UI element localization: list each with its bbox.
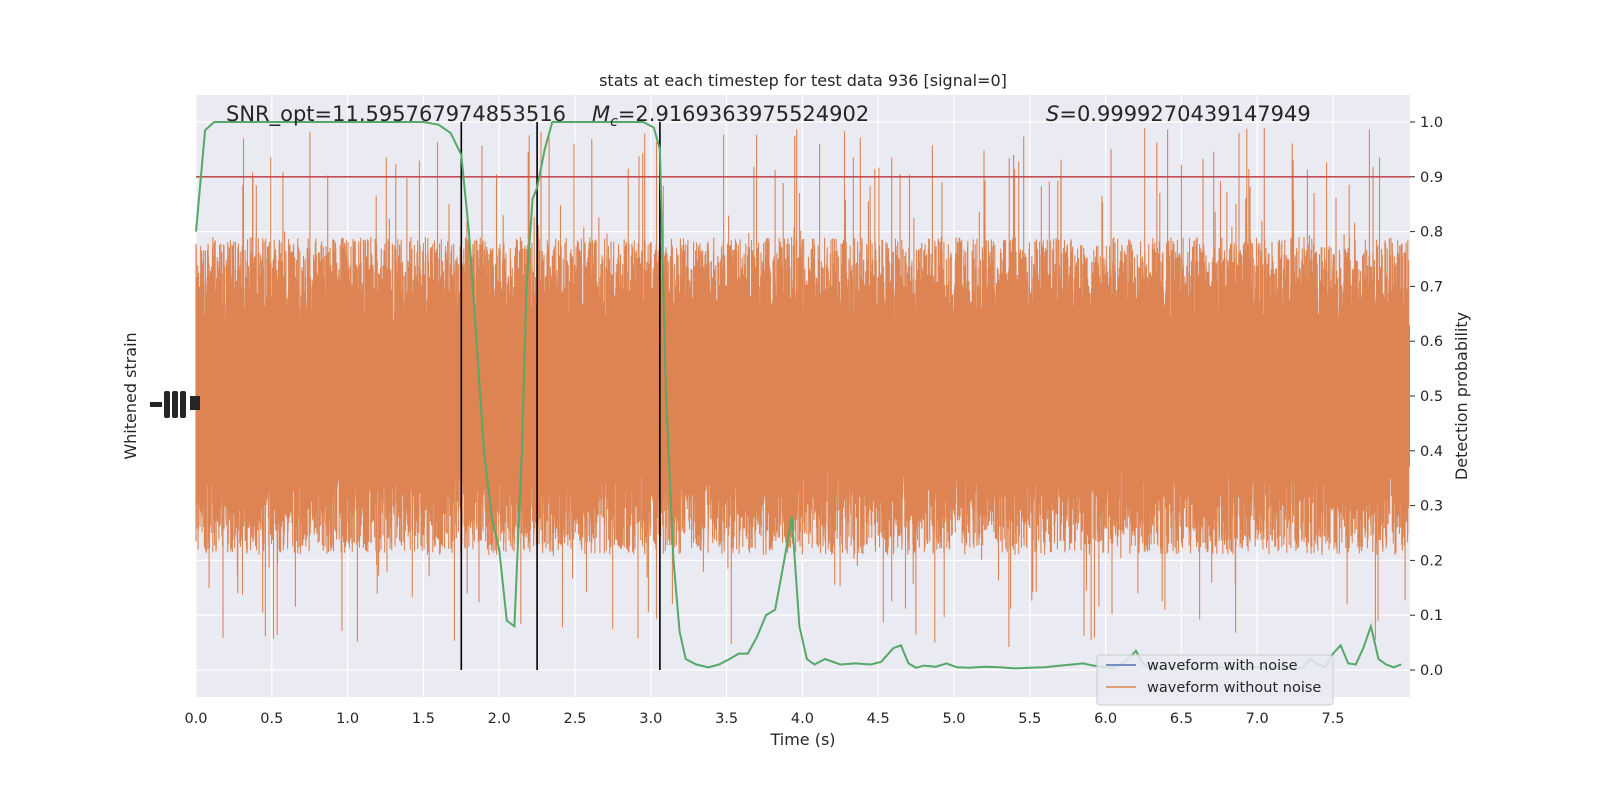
s-symbol: S bbox=[1046, 102, 1059, 126]
legend-box bbox=[1096, 654, 1334, 706]
annotation-s-statistic: S=0.9999270439147949 bbox=[1046, 102, 1311, 126]
y-right-tick-labels: 0.0 0.1 0.2 0.3 0.4 0.5 0.6 0.7 0.8 0.9 1.0 bbox=[1410, 115, 1443, 679]
s-value: =0.9999270439147949 bbox=[1059, 102, 1310, 126]
chirp-mass-subscript: c bbox=[610, 114, 618, 130]
y-tick-label: 0.8 bbox=[1420, 225, 1443, 241]
noise-trace-path bbox=[195, 127, 1410, 647]
x-tick-label: 4.0 bbox=[791, 711, 814, 727]
y-tick-label: 0.0 bbox=[1420, 663, 1443, 679]
y-tick-label: 0.9 bbox=[1420, 170, 1443, 186]
x-tick-label: 6.0 bbox=[1094, 711, 1117, 727]
y-axis-label-left: Whitened strain bbox=[121, 332, 140, 459]
y-tick-label: 1.0 bbox=[1420, 115, 1443, 131]
y-tick-label: 0.6 bbox=[1420, 334, 1443, 350]
x-tick-label: 5.0 bbox=[942, 711, 965, 727]
annotation-snr: SNR_opt=11.595767974853516 bbox=[226, 102, 566, 127]
x-tick-labels: 0.0 0.5 1.0 1.5 2.0 2.5 3.0 3.5 4.0 4.5 5.0 5.5 6.0 6… bbox=[184, 711, 1344, 727]
chirp-mass-symbol: M bbox=[592, 102, 610, 126]
y-tick-label: 0.5 bbox=[1420, 389, 1443, 405]
x-tick-label: 1.5 bbox=[412, 711, 435, 727]
y-tick-label: 0.7 bbox=[1420, 279, 1443, 295]
x-tick-label: 4.5 bbox=[867, 711, 890, 727]
x-tick-label: 1.0 bbox=[336, 711, 359, 727]
x-tick-label: 7.0 bbox=[1246, 711, 1269, 727]
x-axis-label: Time (s) bbox=[769, 730, 835, 749]
x-tick-label: 0.0 bbox=[184, 711, 207, 727]
legend-label-without-noise: waveform without noise bbox=[1147, 680, 1321, 696]
x-tick-label: 2.0 bbox=[488, 711, 511, 727]
annotation-chirp-mass: Mc=2.9169363975524902 bbox=[592, 102, 869, 130]
legend: waveform with noise waveform without noi… bbox=[1096, 654, 1334, 706]
x-tick-label: 3.0 bbox=[639, 711, 662, 727]
x-tick-label: 6.5 bbox=[1170, 711, 1193, 727]
y-tick-label: 0.4 bbox=[1420, 444, 1443, 460]
y-axis-label-right: Detection probability bbox=[1452, 312, 1471, 480]
chart-title: stats at each timestep for test data 936… bbox=[599, 71, 1007, 90]
x-tick-label: 0.5 bbox=[260, 711, 283, 727]
y-tick-label: 0.3 bbox=[1420, 499, 1443, 515]
series-waveform-without-noise bbox=[195, 127, 1410, 647]
y-tick-label: 0.1 bbox=[1420, 608, 1443, 624]
vertical-markers bbox=[460, 122, 661, 670]
x-tick-label: 2.5 bbox=[563, 711, 586, 727]
x-tick-label: 5.5 bbox=[1018, 711, 1041, 727]
left-axis-tick-labels-overlapped bbox=[150, 391, 200, 418]
chirp-mass-value: =2.9169363975524902 bbox=[618, 102, 869, 126]
x-tick-label: 7.5 bbox=[1321, 711, 1344, 727]
x-tick-label: 3.5 bbox=[715, 711, 738, 727]
y-tick-label: 0.2 bbox=[1420, 553, 1443, 569]
legend-label-with-noise: waveform with noise bbox=[1147, 658, 1298, 674]
